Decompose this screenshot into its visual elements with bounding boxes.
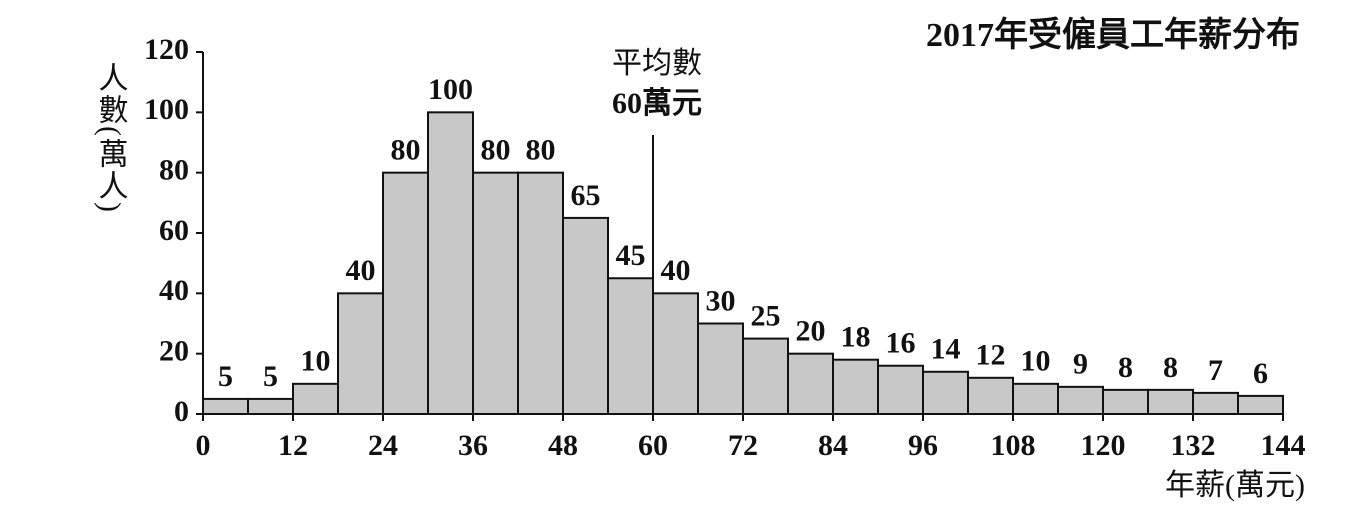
x-tick-label: 48 bbox=[548, 429, 578, 462]
chart-title: 2017年受僱員工年薪分布 bbox=[926, 15, 1300, 54]
bar bbox=[247, 397, 294, 415]
x-tick-label: 0 bbox=[196, 429, 211, 462]
data-label: 8 bbox=[1118, 351, 1133, 384]
data-label: 16 bbox=[886, 327, 916, 360]
bar bbox=[607, 277, 654, 415]
y-tick-label: 80 bbox=[159, 154, 189, 187]
data-label: 9 bbox=[1073, 348, 1088, 381]
bar bbox=[967, 376, 1014, 415]
data-label: 6 bbox=[1253, 357, 1268, 390]
data-label: 7 bbox=[1208, 354, 1223, 387]
bar bbox=[877, 364, 924, 416]
data-label: 45 bbox=[616, 239, 646, 272]
x-tick-label: 144 bbox=[1261, 429, 1306, 462]
y-tick-label: 0 bbox=[174, 395, 189, 428]
data-label: 80 bbox=[481, 134, 511, 167]
data-label: 8 bbox=[1163, 351, 1178, 384]
data-label: 10 bbox=[301, 345, 331, 378]
bar bbox=[517, 171, 564, 415]
data-label: 40 bbox=[661, 254, 691, 287]
bar bbox=[562, 216, 609, 415]
y-tick-label: 100 bbox=[144, 93, 189, 126]
mean-label: 60萬元 bbox=[612, 87, 702, 120]
bar bbox=[832, 358, 879, 416]
x-tick-label: 96 bbox=[908, 429, 938, 462]
bar bbox=[697, 322, 744, 415]
bar bbox=[742, 337, 789, 416]
x-tick-label: 60 bbox=[638, 429, 668, 462]
bar bbox=[1102, 388, 1149, 416]
bar bbox=[337, 292, 384, 416]
bar bbox=[382, 171, 429, 415]
x-tick-label: 84 bbox=[818, 429, 848, 462]
bar bbox=[922, 370, 969, 415]
x-tick-label: 36 bbox=[458, 429, 488, 462]
x-tick-label: 24 bbox=[368, 429, 398, 462]
y-tick-label: 20 bbox=[159, 335, 189, 368]
bar bbox=[427, 111, 474, 415]
bar bbox=[1057, 385, 1104, 416]
mean-label: 平均數 bbox=[612, 47, 702, 80]
bar bbox=[1147, 388, 1194, 416]
x-tick-label: 132 bbox=[1171, 429, 1216, 462]
data-label: 30 bbox=[706, 284, 736, 317]
data-label: 80 bbox=[526, 134, 556, 167]
data-label: 40 bbox=[346, 254, 376, 287]
y-tick-label: 60 bbox=[159, 214, 189, 247]
bar bbox=[202, 397, 249, 415]
data-label: 100 bbox=[428, 73, 473, 106]
x-tick-label: 108 bbox=[991, 429, 1036, 462]
bar bbox=[1012, 382, 1059, 416]
bar bbox=[1237, 394, 1284, 415]
data-label: 18 bbox=[841, 321, 871, 354]
bar bbox=[472, 171, 519, 415]
x-axis-label: 年薪(萬元) bbox=[1165, 469, 1305, 502]
data-label: 10 bbox=[1021, 345, 1051, 378]
bar bbox=[787, 352, 834, 415]
data-label: 5 bbox=[218, 360, 233, 393]
data-label: 25 bbox=[751, 299, 781, 332]
x-tick-label: 12 bbox=[278, 429, 308, 462]
data-label: 80 bbox=[391, 134, 421, 167]
y-axis-label: 人數(萬人) bbox=[94, 62, 128, 214]
x-tick-label: 72 bbox=[728, 429, 758, 462]
data-label: 14 bbox=[931, 333, 961, 366]
y-tick-label: 120 bbox=[144, 33, 189, 66]
bar bbox=[292, 382, 339, 416]
data-label: 12 bbox=[976, 339, 1006, 372]
data-label: 65 bbox=[571, 179, 601, 212]
x-tick-label: 120 bbox=[1081, 429, 1126, 462]
data-label: 5 bbox=[263, 360, 278, 393]
bar bbox=[1192, 391, 1239, 415]
y-tick-label: 40 bbox=[159, 274, 189, 307]
data-label: 20 bbox=[796, 315, 826, 348]
bar bbox=[652, 292, 699, 416]
